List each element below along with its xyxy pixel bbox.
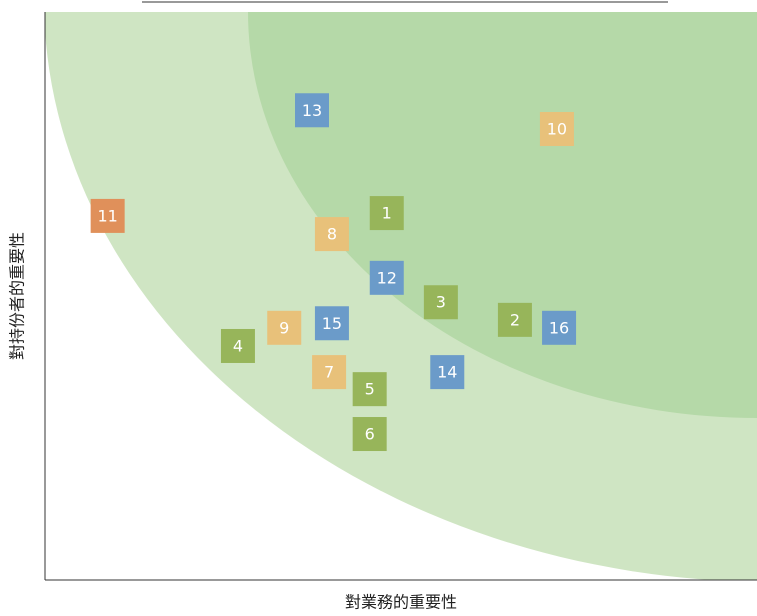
point-label: 1 xyxy=(382,204,392,223)
point-label: 10 xyxy=(547,120,567,139)
point-label: 16 xyxy=(549,318,569,337)
point xyxy=(314,306,349,341)
point xyxy=(220,328,255,363)
point xyxy=(267,310,302,345)
point xyxy=(423,285,458,320)
y-axis-label: 對持份者的重要性 xyxy=(8,232,27,360)
point-label: 11 xyxy=(97,206,117,225)
point-label: 12 xyxy=(377,268,397,287)
point-label: 3 xyxy=(436,293,446,312)
point xyxy=(542,310,577,345)
point-label: 8 xyxy=(327,225,337,244)
point xyxy=(295,93,329,128)
point xyxy=(312,355,347,390)
zones xyxy=(45,12,757,580)
point xyxy=(314,217,349,252)
x-axis-label: 對業務的重要性 xyxy=(345,593,457,612)
point xyxy=(352,372,387,407)
point-label: 6 xyxy=(365,425,375,444)
point-label: 9 xyxy=(279,318,289,337)
point xyxy=(369,196,404,231)
point xyxy=(539,112,574,147)
point-label: 13 xyxy=(302,101,322,120)
point-label: 7 xyxy=(324,363,334,382)
point-label: 14 xyxy=(437,363,457,382)
point-label: 2 xyxy=(510,310,520,329)
point-label: 5 xyxy=(365,380,375,399)
point xyxy=(90,198,125,233)
point xyxy=(430,355,465,390)
point xyxy=(369,260,404,295)
zone-inner xyxy=(248,12,757,418)
point-label: 15 xyxy=(322,314,342,333)
point-label: 4 xyxy=(233,336,243,355)
point xyxy=(497,302,532,337)
point xyxy=(352,417,387,452)
